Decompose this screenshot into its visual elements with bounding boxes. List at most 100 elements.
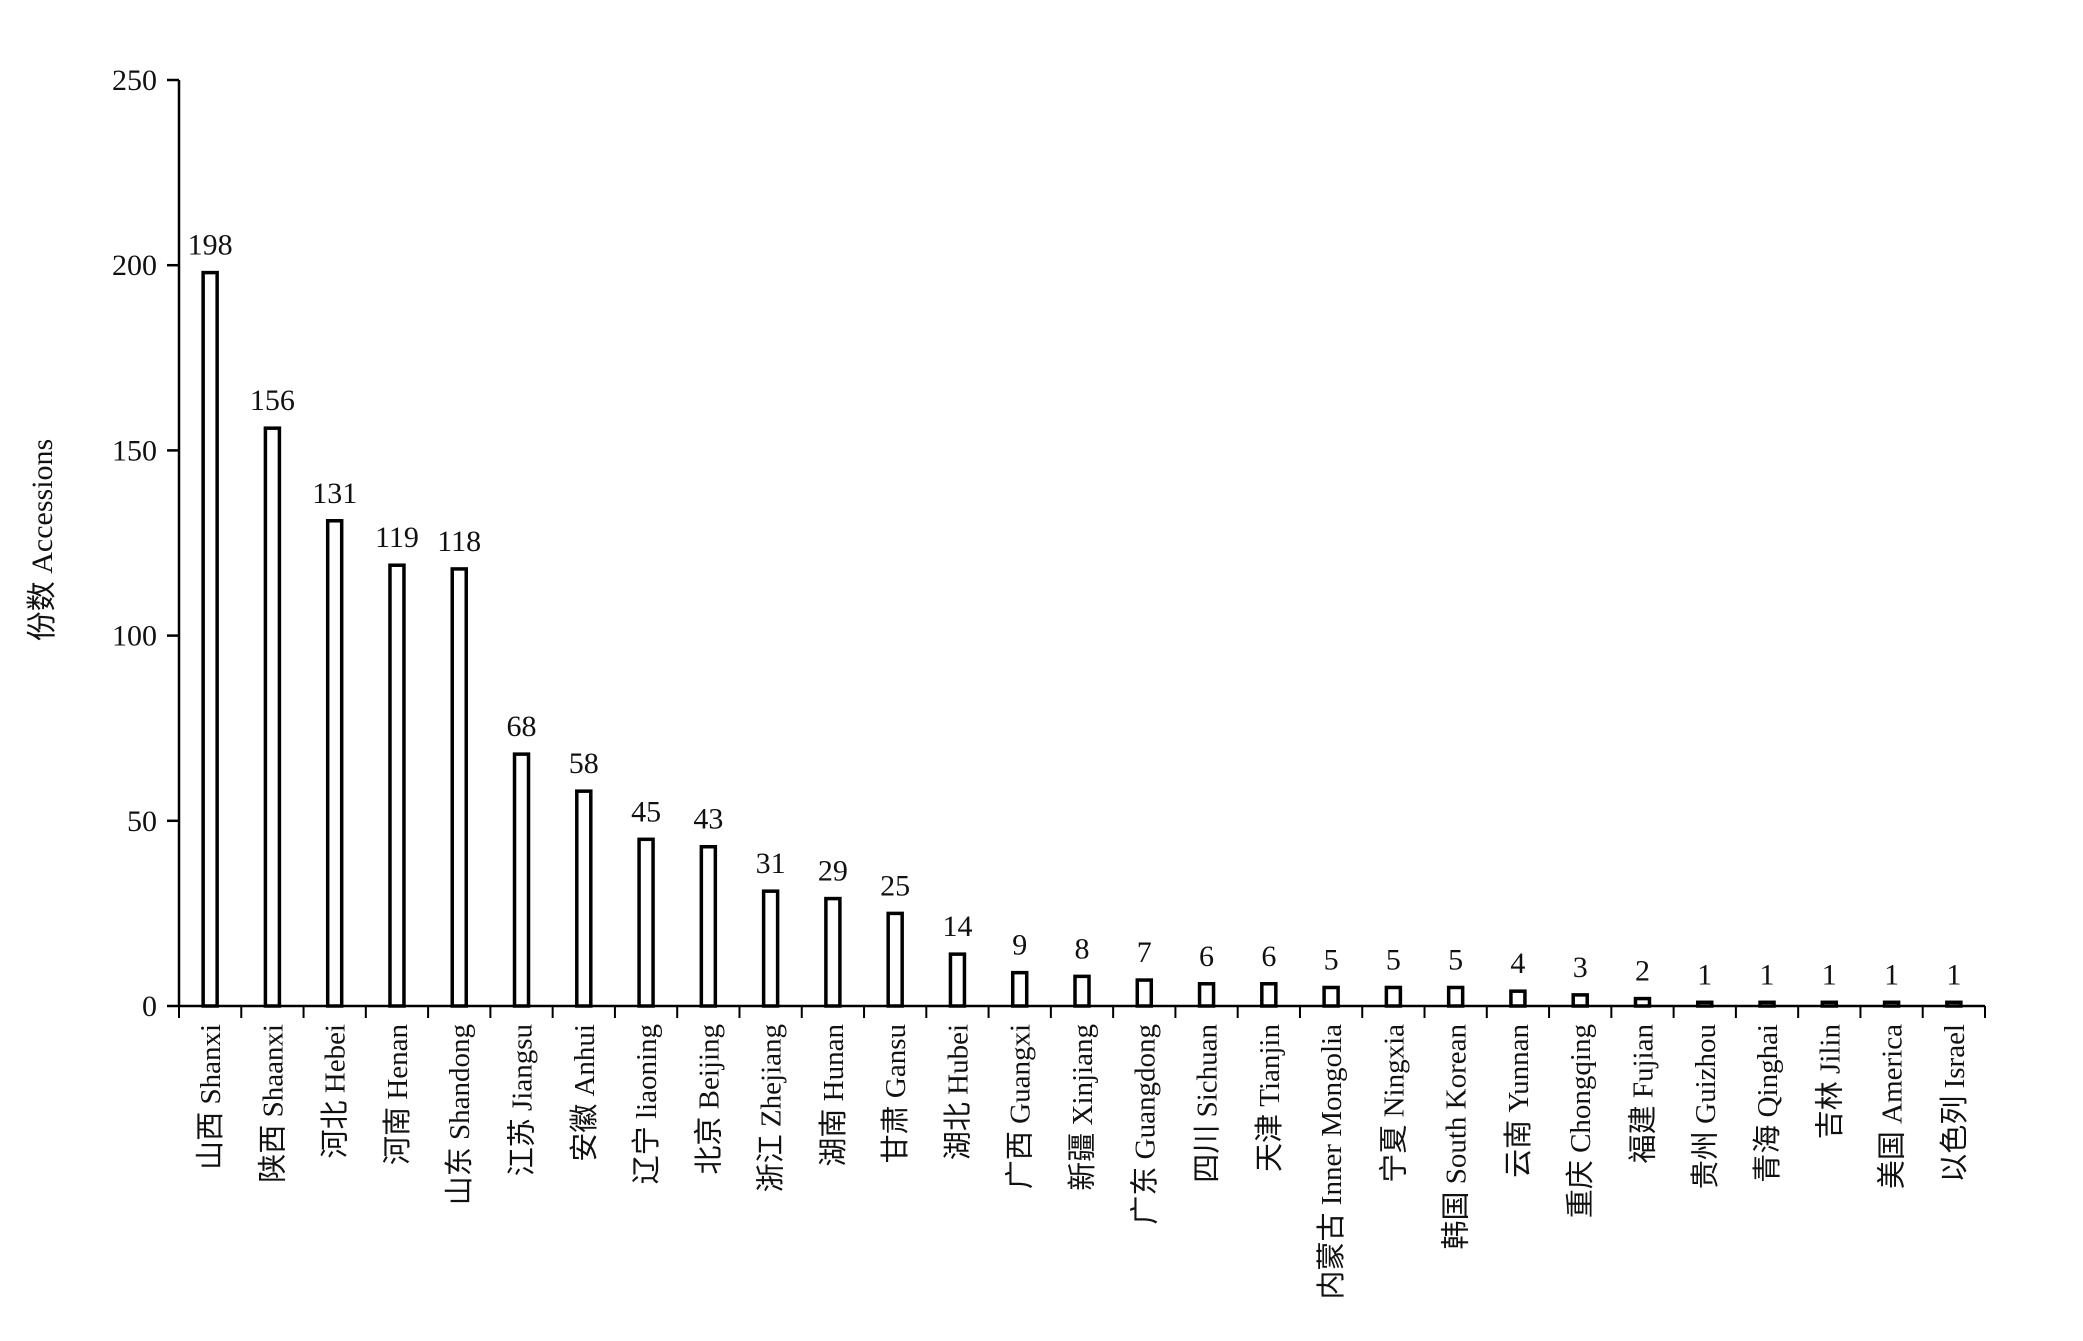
bar-value-label: 1 <box>1946 958 1961 991</box>
bar-value-label: 5 <box>1386 943 1401 976</box>
bar-value-label: 29 <box>818 855 848 888</box>
y-tick-label: 100 <box>112 620 157 653</box>
bar-value-label: 3 <box>1573 951 1588 984</box>
bar-value-label: 1 <box>1884 958 1899 991</box>
x-category-label: 天津 Tianjin <box>1254 1024 1286 1172</box>
bar-value-label: 7 <box>1137 936 1152 969</box>
x-category-label: 美国 America <box>1876 1024 1909 1189</box>
bar-value-label: 43 <box>693 803 723 836</box>
bar <box>1820 1000 1839 1008</box>
x-category-label: 山西 Shanxi <box>195 1024 227 1170</box>
x-category-label: 安徽 Anhui <box>568 1024 601 1162</box>
bar-value-label: 9 <box>1012 929 1027 962</box>
bar <box>1010 970 1029 1008</box>
x-category-label: 贵州 Guizhou <box>1689 1024 1722 1189</box>
x-category-labels: 山西 Shanxi 陕西 Shaanxi 河北 Hebei 河南 Henan 山东 Sh… <box>195 1024 1971 1300</box>
y-tick-labels: 0 50 100 150 200 250 <box>112 64 157 1023</box>
bar <box>388 563 406 1008</box>
bar <box>699 844 718 1008</box>
bar <box>1322 985 1340 1008</box>
x-category-label: 山东 Shandong <box>443 1024 476 1205</box>
bar <box>886 911 904 1008</box>
x-category-label: 青海 Qinghai <box>1751 1024 1784 1183</box>
bar-value-label: 5 <box>1324 943 1339 976</box>
bar <box>1696 1000 1714 1008</box>
bar <box>1260 982 1278 1008</box>
bar-value-label: 2 <box>1635 955 1650 988</box>
y-tick-label: 150 <box>112 434 157 467</box>
bar-value-label: 45 <box>631 795 661 828</box>
x-category-label: 甘肃 Gansu <box>879 1024 912 1163</box>
bar <box>325 519 344 1008</box>
y-tick-label: 0 <box>142 990 157 1023</box>
bar-value-label: 14 <box>942 910 972 943</box>
bar <box>824 896 842 1008</box>
bar-value-label: 119 <box>375 521 419 554</box>
bar-value-label: 5 <box>1448 943 1463 976</box>
bar <box>1571 993 1589 1008</box>
bar <box>512 752 531 1008</box>
bar-value-label: 1 <box>1822 958 1837 991</box>
x-category-label: 河南 Henan <box>381 1024 414 1165</box>
bar <box>1073 974 1091 1008</box>
bar-value-label: 58 <box>569 747 599 780</box>
bar <box>263 426 282 1008</box>
bar-value-label: 131 <box>312 477 357 510</box>
bar-value-label: 68 <box>507 710 537 743</box>
bar <box>575 789 593 1008</box>
x-category-label: 云南 Yunnan <box>1502 1024 1535 1178</box>
bar-value-label: 1 <box>1697 958 1712 991</box>
bar <box>761 889 780 1008</box>
x-category-label: 河北 Hebei <box>320 1024 352 1159</box>
bar <box>1758 1000 1776 1008</box>
x-category-label: 福建 Fujian <box>1626 1024 1659 1164</box>
x-category-label: 四川 Sichuan <box>1192 1024 1224 1183</box>
y-tick-label: 50 <box>127 805 157 838</box>
bar <box>1384 985 1403 1008</box>
bar-value-label: 118 <box>437 525 481 558</box>
x-category-label: 浙江 Zhejiang <box>755 1024 788 1192</box>
bar <box>1633 996 1652 1008</box>
bar <box>450 567 468 1008</box>
y-tick-label: 200 <box>112 249 157 282</box>
x-category-label: 广东 Guangdong <box>1128 1024 1161 1225</box>
x-category-label: 湖南 Hunan <box>817 1024 850 1167</box>
bar-value-label: 156 <box>250 384 295 417</box>
x-category-label: 湖北 Hubei <box>942 1024 974 1160</box>
bar <box>1446 985 1465 1008</box>
x-category-label: 重庆 Chongqing <box>1564 1024 1597 1218</box>
bar <box>1135 978 1154 1008</box>
x-category-label: 江苏 Jiangsu <box>506 1024 539 1176</box>
bar-value-label: 31 <box>756 847 786 880</box>
bar <box>637 837 655 1008</box>
bar <box>201 270 219 1008</box>
x-category-label: 内蒙古 Inner Mongolia <box>1315 1024 1348 1300</box>
bar-value-label: 8 <box>1075 932 1090 965</box>
bars <box>201 270 1963 1008</box>
bar-value-label: 198 <box>188 229 233 262</box>
bar-value-label: 6 <box>1199 940 1214 973</box>
y-axis-title: 份数 Accessions <box>26 439 59 641</box>
bar <box>1882 1000 1901 1008</box>
x-category-label: 吉林 Jilin <box>1813 1024 1846 1140</box>
y-tick-label: 250 <box>112 64 157 97</box>
bar-value-label: 1 <box>1760 958 1775 991</box>
axes <box>167 78 1986 1018</box>
bar <box>1945 1000 1963 1008</box>
x-category-label: 新疆 Xinjiang <box>1066 1024 1099 1191</box>
x-category-label: 陕西 Shaanxi <box>256 1024 289 1183</box>
bar <box>948 952 967 1008</box>
bar <box>1197 982 1216 1008</box>
x-category-label: 以色列 Israel <box>1938 1024 1971 1183</box>
x-category-label: 广西 Guangxi <box>1004 1024 1037 1189</box>
x-category-label: 宁夏 Ningxia <box>1377 1024 1410 1183</box>
bar-value-label: 25 <box>880 869 910 902</box>
bar <box>1509 989 1527 1008</box>
bar-value-label: 4 <box>1510 947 1525 980</box>
x-category-label: 辽宁 liaoning <box>630 1024 663 1184</box>
x-category-label: 韩国 South Korean <box>1440 1024 1473 1250</box>
x-category-label: 北京 Beijing <box>692 1024 725 1175</box>
bar-value-label: 6 <box>1261 940 1276 973</box>
